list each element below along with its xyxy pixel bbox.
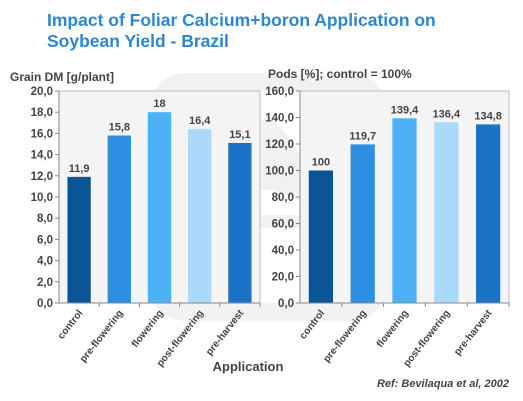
y-tick-label: 100,0 xyxy=(265,166,294,178)
data-label: 136,4 xyxy=(433,108,461,120)
x-tick-label: post-flowering xyxy=(402,308,453,369)
y-tick-label: 6,0 xyxy=(37,234,53,246)
y-tick-label: 80,0 xyxy=(272,192,294,204)
bar-control xyxy=(67,176,91,303)
reference-note: Ref: Bevilaqua et al, 2002 xyxy=(376,378,509,390)
y-tick-label: 60,0 xyxy=(272,219,294,231)
x-tick-label: pre-flowering xyxy=(321,308,369,365)
y-tick-label: 160,0 xyxy=(265,86,294,98)
bar-pre-flowering xyxy=(350,144,375,303)
title-line-1: Impact of Foliar Calcium+boron Applicati… xyxy=(47,10,436,30)
bar-post-flowering xyxy=(188,129,212,303)
bar-pre-flowering xyxy=(107,135,131,303)
x-tick-label: pre-harvest xyxy=(452,308,495,358)
x-tick-label: flowering xyxy=(375,308,411,350)
data-label: 11,9 xyxy=(69,163,90,175)
y-tick-label: 2,0 xyxy=(37,277,53,289)
y-tick-label: 8,0 xyxy=(37,213,53,225)
y-axis-label-2: Pods [%]; control = 100% xyxy=(268,67,412,81)
y-tick-label: 120,0 xyxy=(265,139,294,151)
y-tick-label: 140,0 xyxy=(265,113,294,125)
data-label: 134,8 xyxy=(474,110,502,122)
x-tick-label: flowering xyxy=(130,308,166,350)
data-label: 119,7 xyxy=(349,130,376,142)
y-tick-label: 0,0 xyxy=(278,298,294,310)
y-tick-label: 40,0 xyxy=(272,245,294,257)
bar-pre-harvest xyxy=(475,124,501,303)
x-tick-label: pre-harvest xyxy=(204,308,247,358)
x-tick-label: control xyxy=(298,308,328,342)
y-tick-label: 0,0 xyxy=(37,298,53,310)
title-line-2: Soybean Yield - Brazil xyxy=(47,31,229,51)
bar-post-flowering xyxy=(434,122,459,304)
y-axis-label-1: Grain DM [g/plant] xyxy=(10,70,114,84)
data-label: 16,4 xyxy=(189,115,211,127)
bar-pre-harvest xyxy=(228,142,252,303)
y-tick-label: 14,0 xyxy=(31,150,53,162)
x-tick-label: control xyxy=(56,308,86,342)
bar-flowering xyxy=(392,118,417,303)
y-tick-label: 12,0 xyxy=(31,171,53,183)
data-label: 15,1 xyxy=(229,129,250,141)
y-tick-label: 20,0 xyxy=(272,272,294,284)
page-title: Impact of Foliar Calcium+boron Applicati… xyxy=(47,10,436,52)
data-label: 100 xyxy=(312,157,330,169)
bar-control xyxy=(308,170,334,303)
y-tick-label: 20,0 xyxy=(31,86,53,98)
x-axis-label: Application xyxy=(213,359,284,374)
data-label: 15,8 xyxy=(109,122,130,134)
y-tick-label: 10,0 xyxy=(31,192,53,204)
y-tick-label: 16,0 xyxy=(31,128,53,140)
data-label: 18 xyxy=(153,98,165,110)
x-tick-label: pre-flowering xyxy=(78,308,126,365)
y-tick-label: 4,0 xyxy=(37,256,53,268)
y-tick-label: 18,0 xyxy=(31,107,53,119)
bar-flowering xyxy=(147,112,172,303)
data-label: 139,4 xyxy=(391,104,419,116)
